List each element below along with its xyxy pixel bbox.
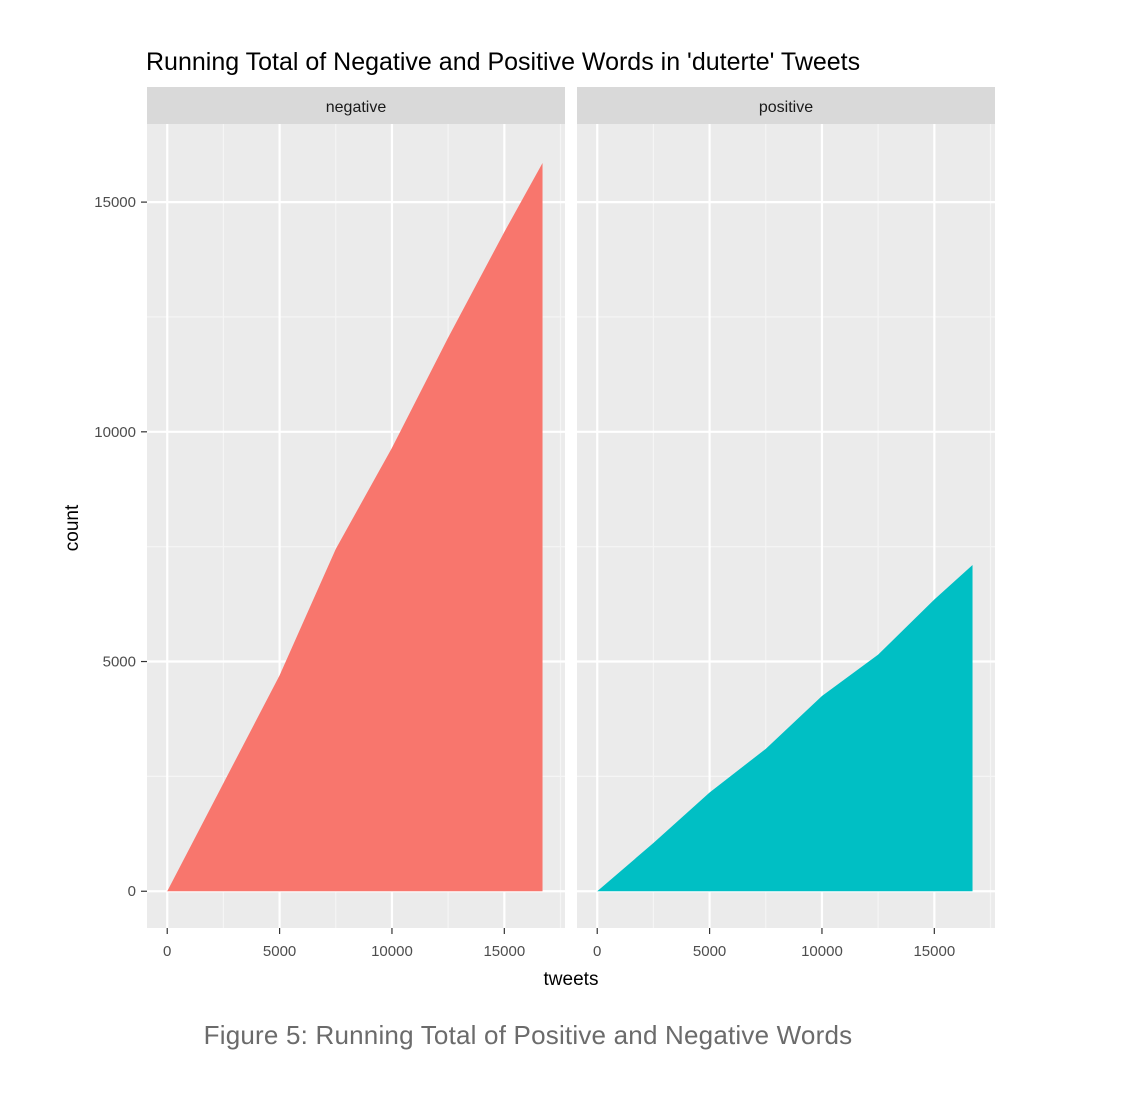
facet-panels: negative 0 5000 10000 15000 positive 0 5000 1000… bbox=[147, 87, 995, 960]
figure-caption: Figure 5: Running Total of Positive and … bbox=[203, 1020, 853, 1050]
x-tick-label: 10000 bbox=[371, 943, 413, 960]
facet-strip-label: negative bbox=[326, 99, 387, 116]
y-axis-title: count bbox=[62, 504, 83, 551]
area-negative bbox=[167, 163, 543, 892]
chart-title: Running Total of Negative and Positive W… bbox=[146, 48, 860, 76]
y-tick-label: 5000 bbox=[103, 654, 136, 671]
facet-negative: negative 0 5000 10000 15000 bbox=[147, 87, 565, 960]
x-tick-label: 5000 bbox=[693, 943, 726, 960]
y-axis: 0 5000 10000 15000 bbox=[94, 194, 147, 900]
facet-strip bbox=[577, 87, 995, 124]
facet-strip-label: positive bbox=[759, 99, 813, 116]
facet-strip bbox=[147, 87, 565, 124]
facet-positive: positive 0 5000 10000 15000 bbox=[577, 87, 995, 960]
y-tick-label: 10000 bbox=[94, 424, 136, 441]
x-tick-label: 15000 bbox=[913, 943, 955, 960]
x-axis-title: tweets bbox=[544, 969, 599, 990]
x-tick-label: 15000 bbox=[483, 943, 525, 960]
x-tick-label: 0 bbox=[593, 943, 601, 960]
y-tick-label: 15000 bbox=[94, 194, 136, 211]
x-tick-label: 0 bbox=[163, 943, 171, 960]
x-tick-label: 5000 bbox=[263, 943, 296, 960]
area-positive bbox=[597, 565, 973, 892]
y-tick-label: 0 bbox=[128, 883, 136, 900]
x-tick-label: 10000 bbox=[801, 943, 843, 960]
